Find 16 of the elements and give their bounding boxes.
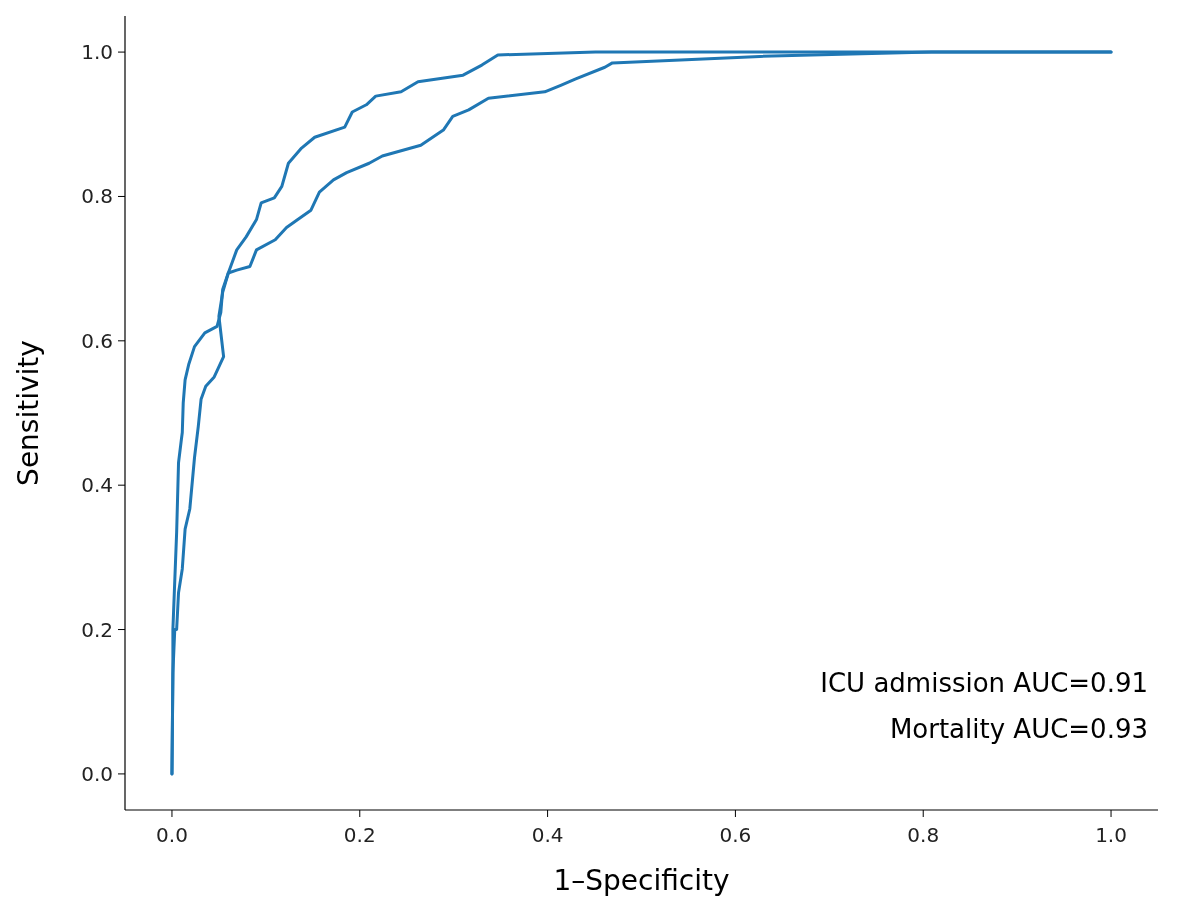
x-tick-label: 0.4 <box>531 823 564 847</box>
y-axis-title: Sensitivity <box>12 340 45 486</box>
x-tick-label: 0.8 <box>907 823 940 847</box>
annotation: Mortality AUC=0.93 <box>889 713 1148 744</box>
y-tick-label: 0.8 <box>81 184 113 209</box>
y-tick-label: 1.0 <box>81 40 113 65</box>
annotation: ICU admission AUC=0.91 <box>820 667 1148 698</box>
x-tick-label: 0.6 <box>719 823 752 847</box>
y-tick-label: 0.0 <box>81 761 113 786</box>
y-tick-label: 0.2 <box>81 617 113 642</box>
y-tick-label: 0.4 <box>81 473 113 498</box>
x-axis-title: 1–Specificity <box>553 864 730 897</box>
x-tick-label: 0.2 <box>343 823 376 847</box>
x-tick-label: 0.0 <box>156 823 188 847</box>
y-tick-label: 0.6 <box>81 328 113 353</box>
x-tick-label: 1.0 <box>1095 823 1127 847</box>
